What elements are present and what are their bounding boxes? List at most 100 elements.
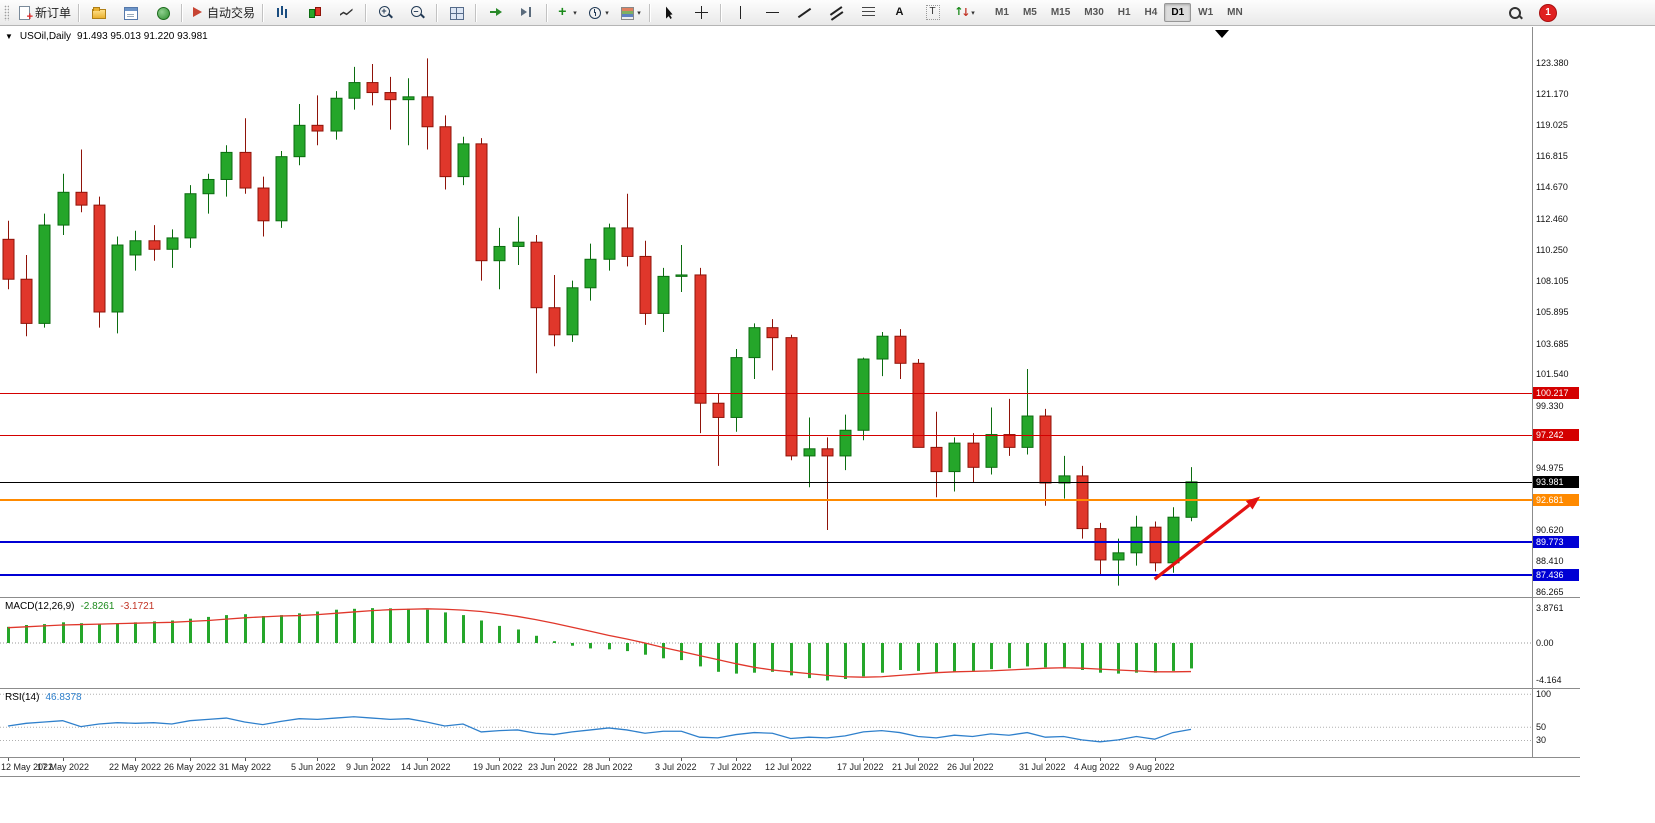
date-label: 14 Jun 2022 [401,762,451,772]
cursor-tool-button[interactable] [653,1,685,25]
horizontal-line-tool-button[interactable] [756,1,788,25]
market-watch-button[interactable] [114,1,146,25]
bar-chart-mode-icon [275,5,290,20]
new-order-button[interactable]: 新订单 [13,1,75,25]
rsi-axis[interactable]: 100 50 30 [1533,689,1580,757]
vertical-line-tool-button[interactable] [724,1,756,25]
navigator-button[interactable] [146,1,178,25]
notification-badge[interactable]: 1 [1539,3,1557,22]
rsi-tick: 30 [1536,735,1547,746]
candle-body [967,442,980,468]
timeframe-d1[interactable]: D1 [1164,3,1192,22]
candle-body [584,258,597,289]
date-label: 17 Jul 2022 [837,762,884,772]
macd-axis[interactable]: 3.8761 0.00 -4.164 [1533,598,1580,688]
candle-body [330,97,343,132]
trend-arrow-head[interactable] [1245,496,1261,510]
chart-shift-button[interactable] [511,1,543,25]
navigator-icon [155,5,170,20]
line-chart-mode-button[interactable] [330,1,362,25]
candle-body [475,143,488,262]
rsi-line [7,716,1192,743]
zo om-in-button[interactable] [369,1,401,25]
autotrading-button[interactable]: 自动交易 [185,1,259,25]
date-axis[interactable]: 12 May 2022 17 May 2022 22 May 2022 26 May … [0,758,1580,776]
date-tick [736,758,737,761]
price-tick: 103.685 [1536,338,1569,349]
timeframe-m5[interactable]: M5 [1022,7,1037,18]
macd-signal-line [7,608,1192,678]
macd-tick: 3.8761 [1536,603,1564,614]
rsi-panel[interactable] [0,689,1532,757]
price-axis[interactable]: 123.380 121.170 119.025 116.815 114.670 112.4… [1533,27,1580,597]
zoom-out-button[interactable] [401,1,433,25]
price-tick: 112.460 [1536,213,1568,224]
timeframe-m1[interactable]: M1 [995,7,1009,18]
toolbar-separator [475,3,477,22]
candle-body [202,178,215,195]
macd-tick: 0.00 [1536,638,1554,648]
date-tick [1100,758,1101,761]
macd-signal-value: -3.1721 [120,601,155,612]
candle-body [220,151,233,180]
main-price-chart[interactable] [0,27,1532,597]
candle-body [512,241,525,247]
text-label-tool-button[interactable] [916,1,948,25]
dropdown-caret-icon: ▾ [573,9,577,17]
new-order-label: 新订单 [35,6,72,20]
trend-arrow-line[interactable] [1153,503,1251,581]
market-watch-icon [123,5,138,20]
templates-button[interactable]: ▾ [614,1,646,25]
search-button[interactable] [1498,1,1530,25]
channel-tool-button[interactable] [820,1,852,25]
candle-body [166,237,179,250]
toolbar-separator [546,3,548,22]
candle-body [730,357,743,418]
tile-windows-button[interactable] [440,1,472,25]
candle-body [657,275,670,314]
chart-shift-marker[interactable] [1215,30,1229,38]
text-tool-button[interactable] [884,1,916,25]
one-click-trading-icon[interactable]: ▼ [5,32,13,41]
chart-profiles-button[interactable] [82,1,114,25]
auto-scroll-icon [488,5,503,20]
toolbar-separator [720,3,722,22]
periods-button[interactable]: ▾ [582,1,614,25]
price-badge-93.981: 93.981 [1533,475,1579,488]
toolbar-grip[interactable] [4,4,9,21]
timeframe-m30[interactable]: M30 [1084,7,1104,18]
candle-chart-mode-button[interactable] [298,1,330,25]
chart-profiles-icon [91,5,106,20]
price-badge-89.773: 89.773 [1533,535,1579,548]
timeframe-h4[interactable]: H4 [1144,7,1158,18]
timeframe-m15[interactable]: M15 [1050,7,1071,18]
candle-body [384,92,397,101]
autotrading-label: 自动交易 [207,6,256,20]
macd-name: MACD(12,26,9) [5,601,75,612]
indicators-button[interactable]: ▾ [550,1,582,25]
fibonacci-tool-button[interactable] [852,1,884,25]
toolbar-separator [649,3,651,22]
candle-body [694,274,707,404]
trendline-tool-button[interactable] [788,1,820,25]
price-tick: 88.410 [1536,556,1564,567]
candle-body [239,151,252,189]
panel-separator-rsi[interactable] [0,688,1580,689]
panel-separator-dates [0,757,1580,758]
panel-separator-macd[interactable] [0,597,1580,598]
timeframe-mn[interactable]: MN [1227,7,1243,18]
timeframe-h1[interactable]: H1 [1117,7,1131,18]
candle-body [184,193,197,239]
macd-panel[interactable] [0,598,1532,688]
periods-icon [587,5,602,20]
macd-label: MACD(12,26,9) -2.8261 -3.1721 [5,601,154,612]
crosshair-tool-button[interactable] [685,1,717,25]
candle-body [712,402,725,418]
auto-scroll-button[interactable] [479,1,511,25]
timeframe-w1[interactable]: W1 [1198,7,1214,18]
arrows-tool-button[interactable]: ▾ [948,1,980,25]
date-label: 3 Jul 2022 [655,762,697,772]
date-tick [609,758,610,761]
bar-chart-mode-button[interactable] [266,1,298,25]
price-tick: 101.540 [1536,369,1569,380]
